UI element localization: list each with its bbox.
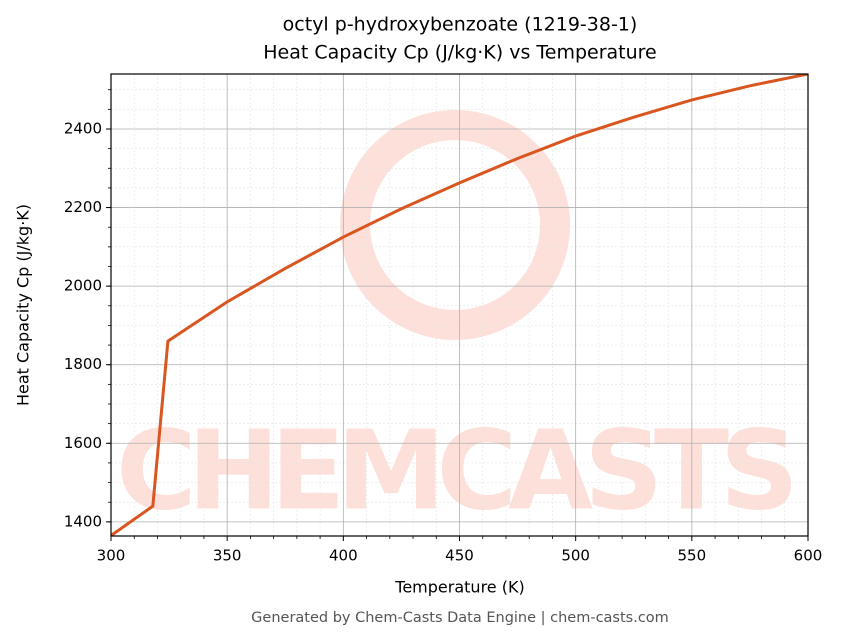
chart-subtitle: Heat Capacity Cp (J/kg·K) vs Temperature [263, 42, 657, 64]
y-tick-label: 2000 [64, 277, 102, 295]
x-tick-label: 300 [97, 547, 126, 565]
chart-title: octyl p-hydroxybenzoate (1219-38-1) [283, 14, 638, 36]
y-tick-label: 1800 [64, 355, 102, 373]
x-tick-label: 500 [561, 547, 590, 565]
x-tick-label: 350 [213, 547, 242, 565]
x-tick-label: 600 [794, 547, 823, 565]
footer: Generated by Chem-Casts Data Engine | ch… [251, 610, 669, 626]
watermark: CHEMCASTS [116, 406, 803, 534]
watermark-ring [340, 110, 570, 340]
x-tick-label: 450 [445, 547, 474, 565]
y-axis-label: Heat Capacity Cp (J/kg·K) [14, 204, 33, 406]
y-tick-label: 1400 [64, 512, 102, 530]
x-tick-label: 400 [329, 547, 358, 565]
plot-frame [110, 73, 809, 537]
y-tick-label: 2400 [64, 120, 102, 138]
y-tick-label: 2200 [64, 198, 102, 216]
data-line [111, 74, 808, 536]
x-axis-label: Temperature (K) [394, 578, 524, 597]
x-tick-label: 550 [678, 547, 707, 565]
y-tick-label: 1600 [64, 434, 102, 452]
